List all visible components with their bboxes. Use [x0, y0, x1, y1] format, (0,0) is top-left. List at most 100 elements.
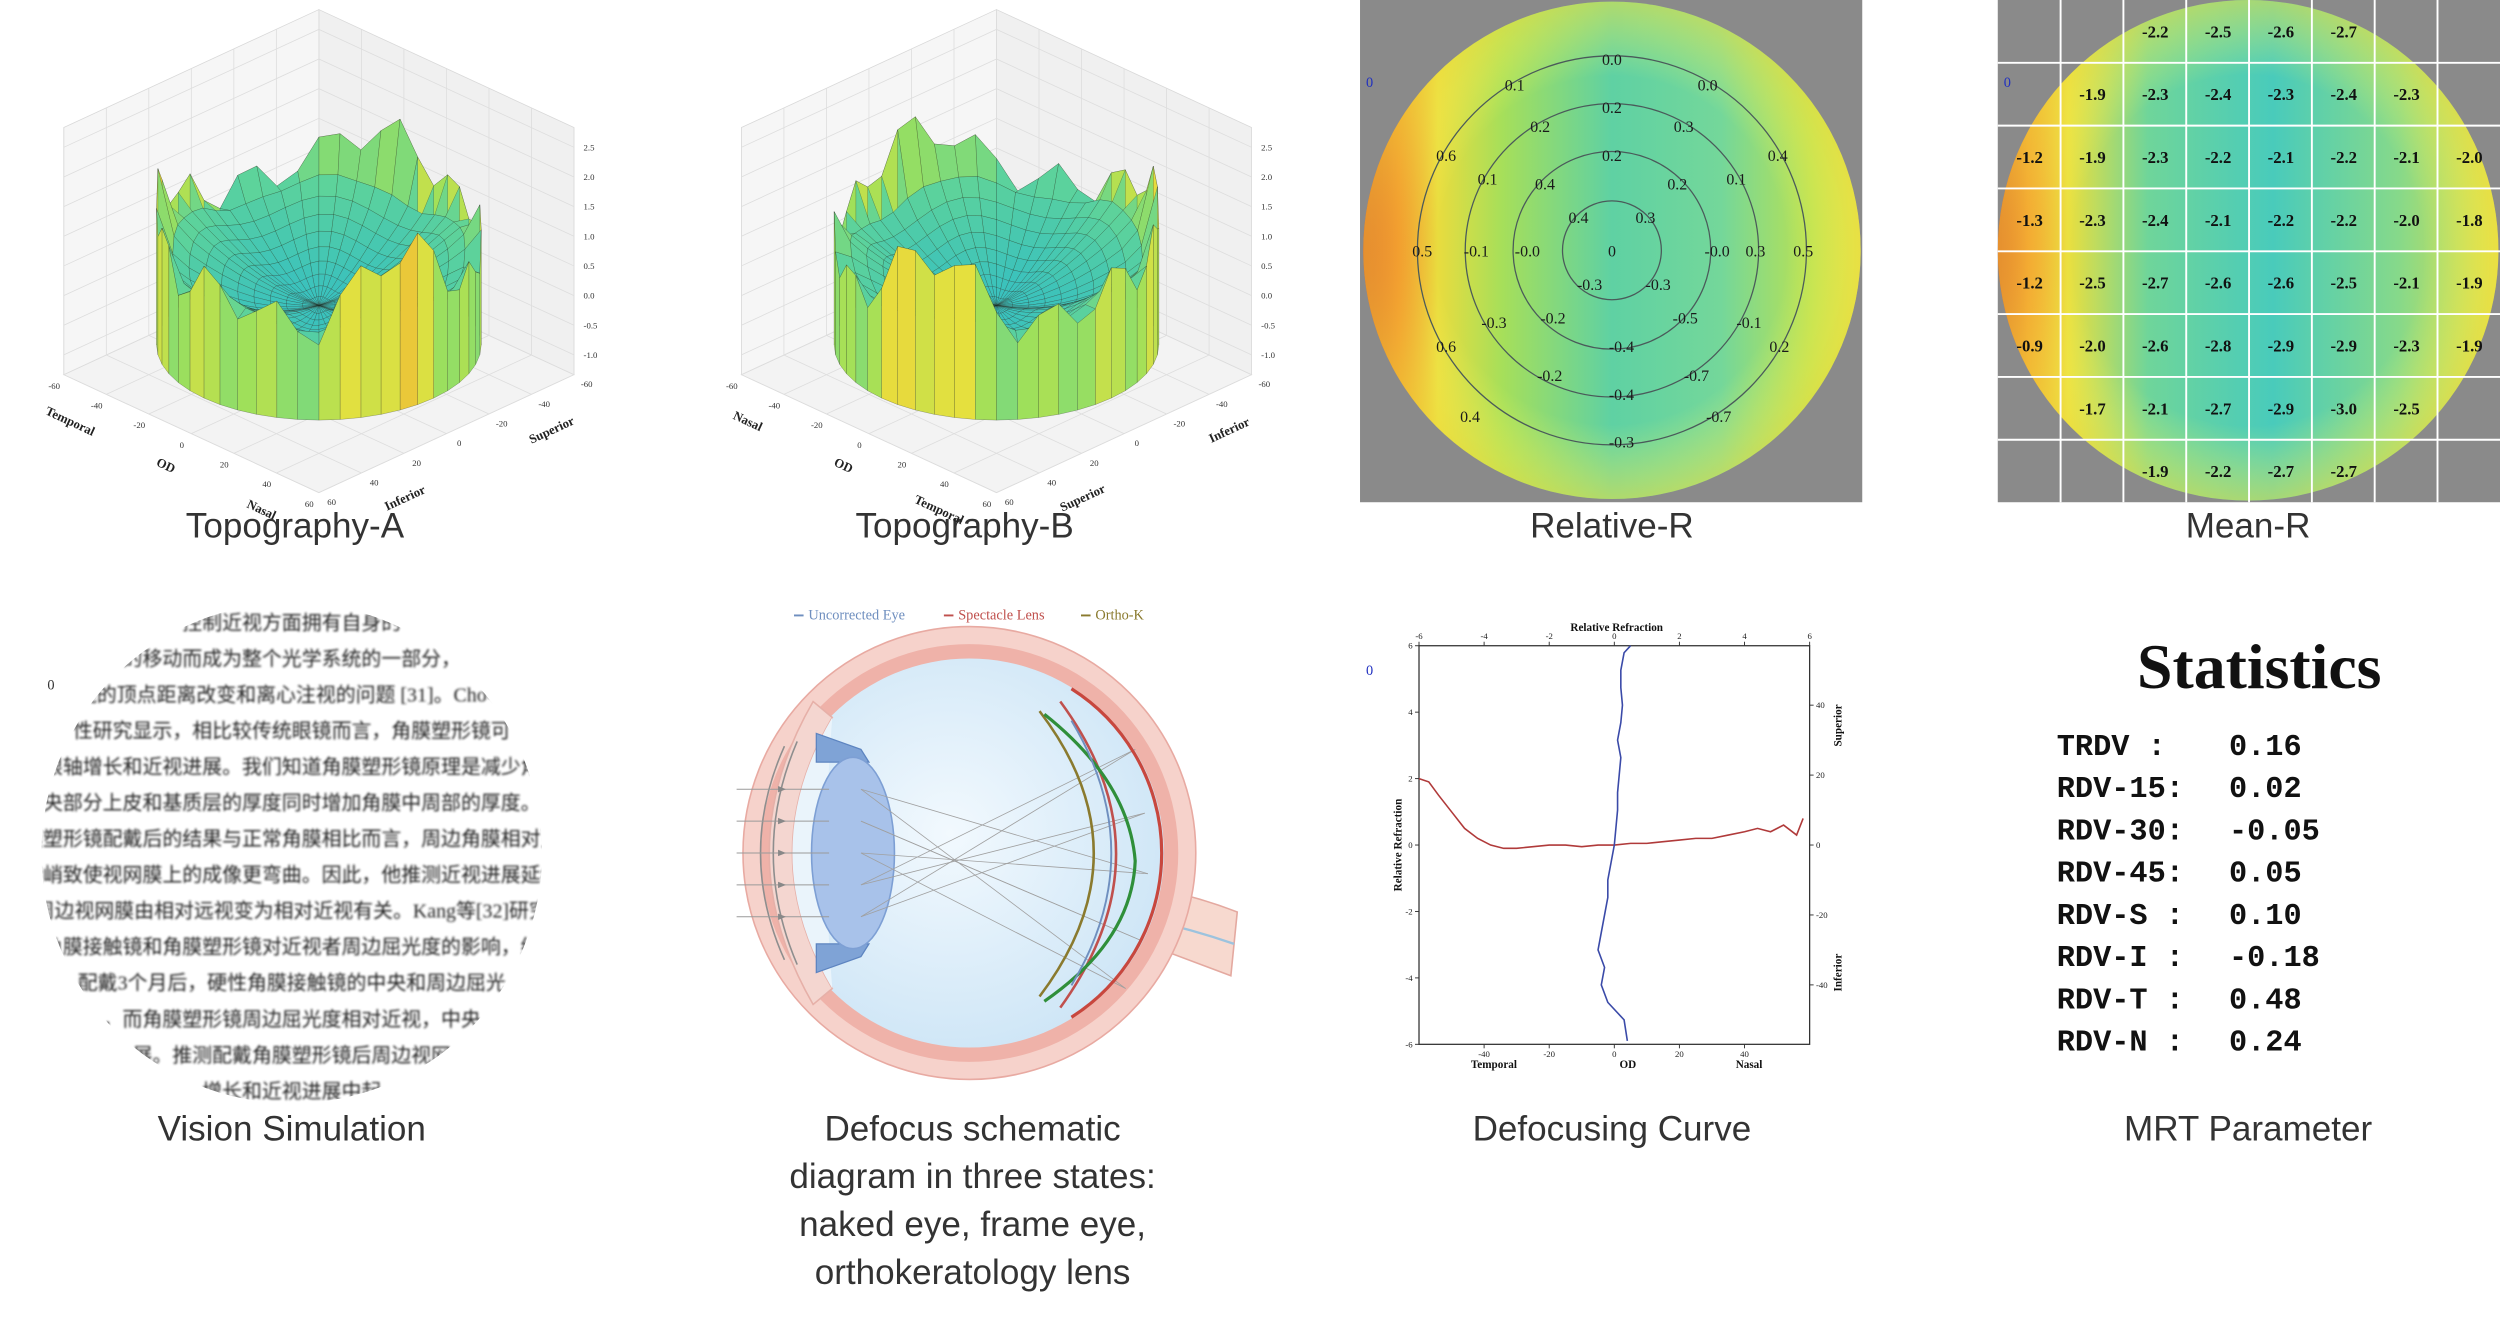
surface-facet — [1058, 303, 1078, 415]
map-value: -2.3 — [2393, 336, 2420, 355]
axis-label: Superior — [527, 414, 577, 447]
topography-topography_b: -1.0 -0.5 0.0 0.5 1.0 1.5 2.0 2.5 -60 60 -40 40 -20 2… — [726, 8, 1276, 527]
map-value: -2.7 — [2331, 22, 2358, 41]
y-tick-label: -2 — [1405, 906, 1412, 916]
map-value: -2.2 — [2331, 148, 2358, 167]
y2-tick-label: -20 — [1816, 910, 1828, 920]
pane-grid — [63, 88, 320, 207]
zone-ring — [1464, 102, 1760, 398]
map-value: -2.9 — [2268, 336, 2295, 355]
map-value: 0.5 — [1793, 243, 1813, 260]
map-value: -2.1 — [2393, 148, 2420, 167]
surface-facet — [279, 284, 297, 294]
map-value: -0.4 — [1609, 339, 1634, 356]
surface-facet — [1153, 224, 1158, 365]
map-value: -2.1 — [2205, 211, 2232, 230]
surface-facet — [318, 305, 332, 310]
surface-facet — [253, 289, 271, 302]
pane-grid — [741, 28, 997, 148]
map-value: -2.0 — [2079, 336, 2106, 355]
statistic-value: 0.48 — [2229, 984, 2302, 1018]
surface-facet — [237, 310, 257, 415]
surface-facet — [447, 289, 460, 392]
zone-ring — [1416, 55, 1808, 446]
surface-facet — [243, 266, 264, 280]
edge-tick-label: 40 — [1047, 478, 1056, 488]
surface-facet — [318, 300, 333, 306]
edge-tick-label: 60 — [983, 499, 992, 509]
pane-grid — [63, 28, 320, 148]
map-value: -2.7 — [2205, 399, 2232, 418]
edge-tick-label: -40 — [91, 401, 103, 411]
surface-facet — [927, 248, 948, 269]
edge-tick-label: -40 — [538, 399, 550, 409]
caption: Mean-R — [2186, 507, 2311, 546]
edge-tick-label: 0 — [1135, 438, 1140, 448]
surface-facet — [996, 298, 1012, 306]
surface-facet — [360, 265, 382, 418]
surface-facet — [867, 287, 882, 399]
surface-facet — [303, 305, 319, 309]
ray-arrow — [778, 913, 787, 920]
map-value: -2.6 — [2268, 22, 2295, 41]
x-tick-label: 0 — [1612, 1049, 1617, 1059]
map-value: -2.8 — [2205, 336, 2232, 355]
refracted-ray — [860, 788, 1126, 989]
axis-label: Superior — [1058, 481, 1108, 514]
map-value: 0.1 — [1478, 172, 1498, 189]
caption: orthokeratology lens — [815, 1253, 1131, 1292]
surface-facet — [897, 246, 916, 411]
surface-facet — [178, 291, 191, 392]
edge-tick-label: 40 — [940, 479, 949, 489]
surface-facet — [915, 116, 941, 188]
surface-facet — [308, 305, 320, 311]
map-value: 0.5 — [1412, 243, 1432, 260]
map-value: -0.0 — [1705, 243, 1730, 260]
blurred-text-line: 膜塑形镜配戴后的结果与正常角膜相比而言，周边角膜相对更 — [23, 828, 561, 851]
statistic-label: RDV-30: — [2057, 815, 2184, 849]
map-value: -0.1 — [1736, 315, 1761, 332]
map-value: 0.2 — [1769, 339, 1789, 356]
map-value: -0.3 — [1481, 315, 1506, 332]
map-value: -2.4 — [2142, 211, 2169, 230]
map-value: -3.0 — [2331, 399, 2358, 418]
map-value: -2.2 — [2331, 211, 2358, 230]
caption: Topography-A — [186, 507, 405, 546]
map-vignette — [1363, 1, 1861, 500]
surface-facet — [846, 264, 857, 384]
surface-facet — [934, 265, 955, 418]
surface-facet — [215, 225, 240, 241]
y-tick-label: 0 — [1408, 840, 1413, 850]
surface-facet — [318, 133, 341, 176]
surface-facet — [157, 227, 163, 365]
pane-grid — [318, 58, 575, 178]
statistic-label: RDV-15: — [2057, 773, 2184, 807]
map-value: -0.1 — [1464, 243, 1489, 260]
surface-facet — [318, 195, 337, 215]
statistics-title: Statistics — [2137, 631, 2381, 702]
statistic-label: RDV-I : — [2057, 942, 2184, 976]
surface-facet — [271, 287, 290, 298]
z-tick-label: 1.0 — [584, 231, 596, 241]
surface-facet — [893, 229, 917, 251]
statistic-label: RDV-T : — [2057, 984, 2184, 1018]
map-value: -0.0 — [1515, 243, 1540, 260]
surface-facet — [926, 226, 949, 250]
blurred-text-line: 周边视网膜由相对远视变为相对近视有关。Kang等[32]研究 — [35, 900, 549, 923]
blurred-text-line: 控制近视方面拥有自身的 — [182, 611, 401, 634]
y-tick-label: 4 — [1408, 707, 1413, 717]
surface-facet — [239, 221, 263, 240]
caption: MRT Parameter — [2124, 1109, 2372, 1148]
figure-body: Topography-A Topography-B Relative-R Mean-R… — [23, 0, 2500, 1292]
surface-facet — [996, 298, 1009, 306]
surface-facet — [318, 296, 322, 306]
statistic-label: RDV-N : — [2057, 1027, 2184, 1061]
map-value: -0.4 — [1609, 387, 1634, 404]
map-value: -0.9 — [2016, 336, 2042, 355]
map-value: -1.2 — [2016, 274, 2042, 293]
mrt-statistics: Statistics TRDV : 0.16 RDV-15: 0.02 RDV-30: -0… — [2057, 631, 2382, 1061]
map-value: 0.6 — [1436, 339, 1456, 356]
map-value: 0.4 — [1568, 210, 1588, 227]
